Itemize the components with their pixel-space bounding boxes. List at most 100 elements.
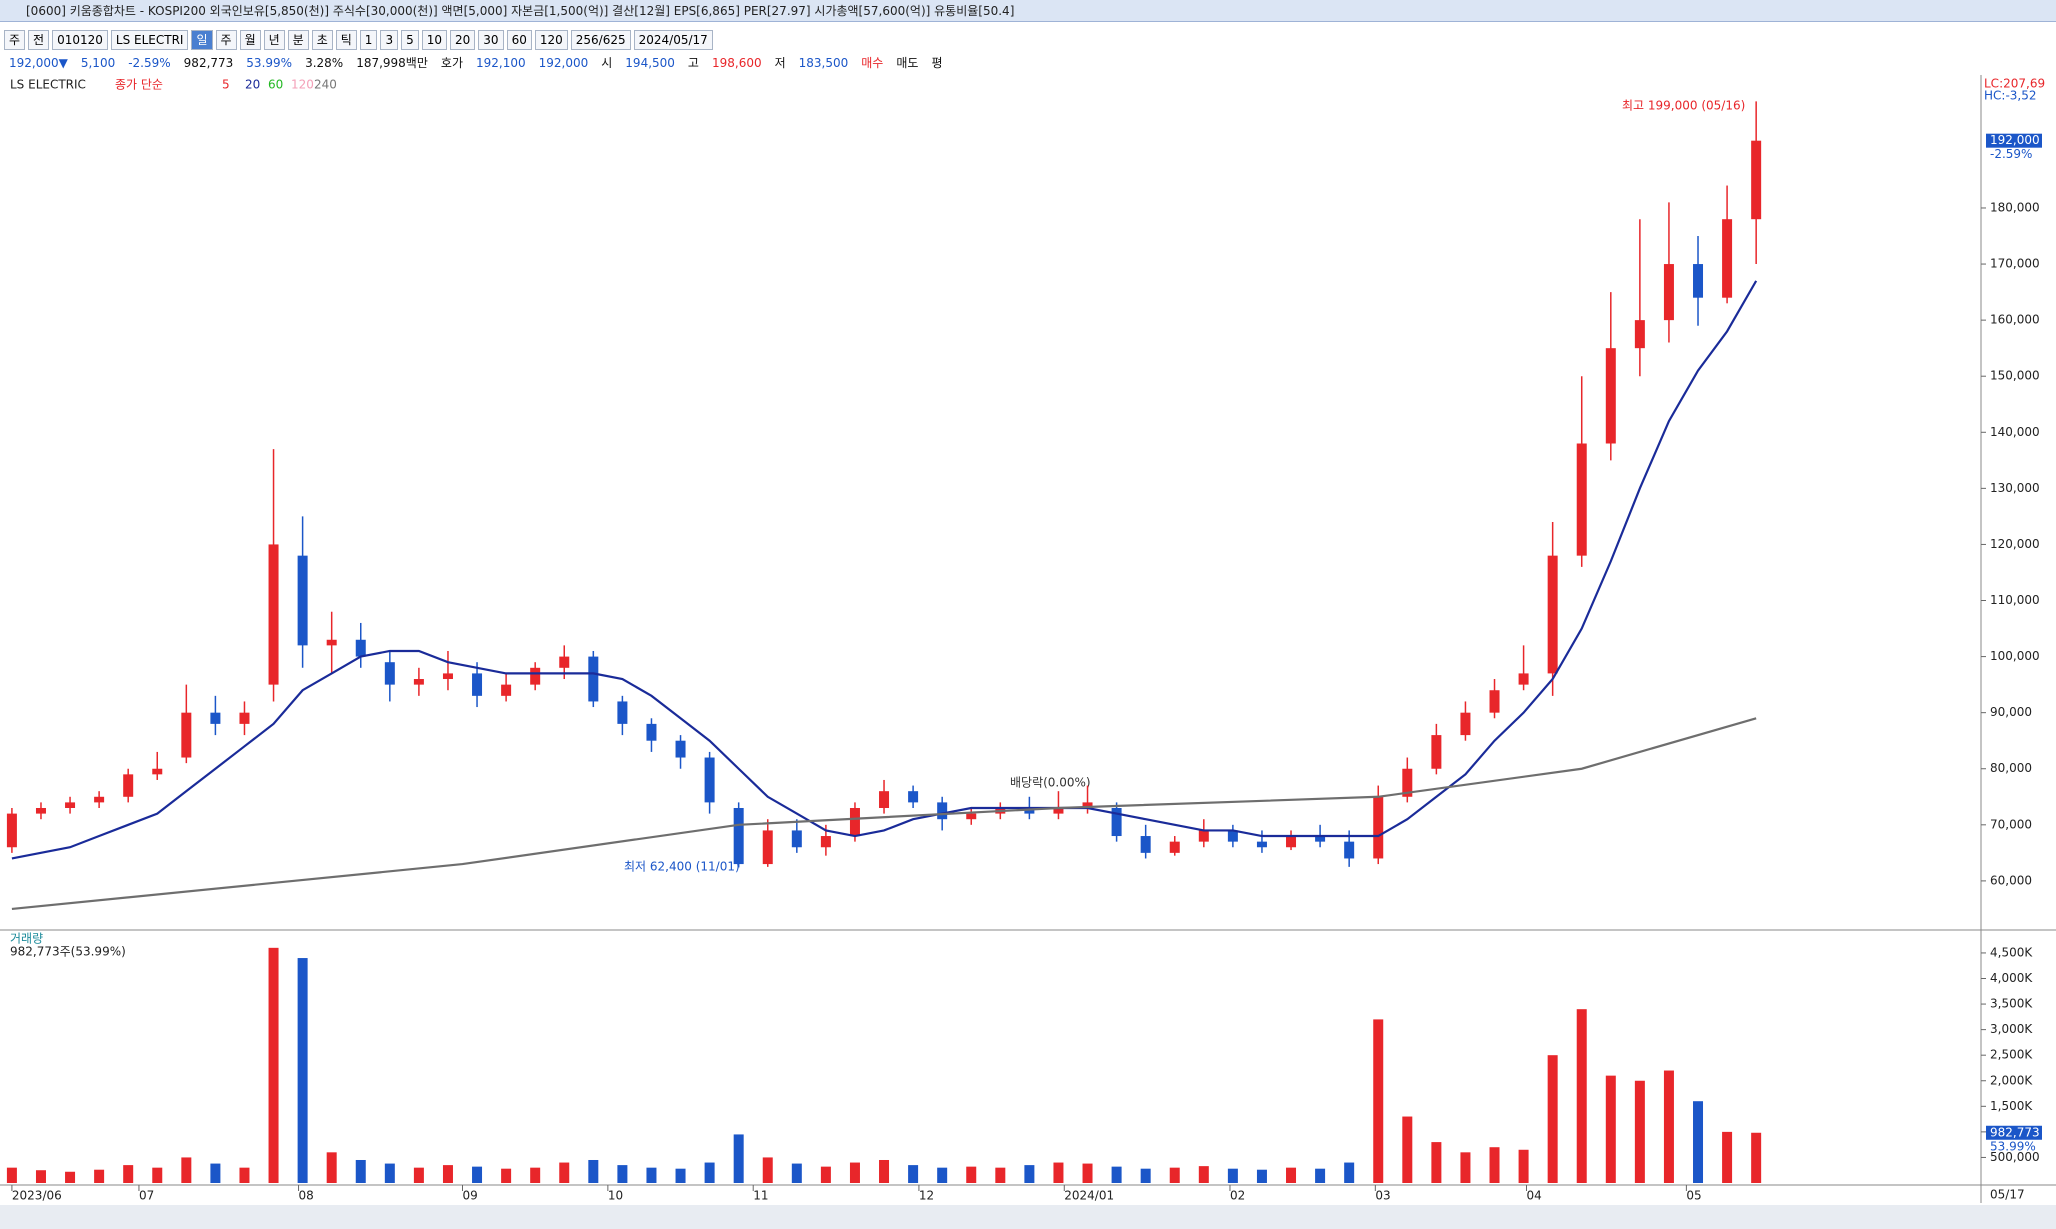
toolbar-button[interactable]: 256/625 bbox=[570, 29, 631, 50]
quote-field: 194,500 bbox=[625, 55, 675, 70]
x-tick-label: 08 bbox=[299, 1189, 314, 1203]
quote-field: 시 bbox=[601, 56, 613, 70]
candle-body bbox=[1663, 264, 1674, 321]
hc-label: HC:-3,52 bbox=[1984, 89, 2037, 103]
y-tick-label: 110,000 bbox=[1990, 593, 2040, 607]
volume-bar bbox=[995, 1167, 1006, 1183]
volume-bar bbox=[530, 1167, 541, 1183]
toolbar-button[interactable]: 전 bbox=[28, 29, 50, 50]
y-tick-label: 70,000 bbox=[1990, 817, 2032, 831]
volume-bar bbox=[1140, 1168, 1151, 1183]
toolbar: 주 전 010120 LS ELECTRI 일 주 월 년 분 초 틱 1 3 5 10 20 30 60 120 2… bbox=[4, 29, 713, 50]
volume-bar bbox=[181, 1157, 192, 1183]
candle-body bbox=[675, 740, 686, 758]
volume-bar bbox=[617, 1165, 628, 1183]
toolbar-button[interactable]: 주 bbox=[4, 29, 26, 50]
toolbar-button[interactable]: 30 bbox=[478, 29, 504, 50]
toolbar-button[interactable]: 월 bbox=[239, 29, 261, 50]
y-tick-label: 150,000 bbox=[1990, 369, 2040, 383]
toolbar-button[interactable]: 년 bbox=[263, 29, 285, 50]
x-tick-label: 2023/06 bbox=[12, 1189, 62, 1203]
candle-body bbox=[1518, 673, 1529, 685]
candle-body bbox=[1082, 802, 1093, 808]
legend-ma-period: 60 bbox=[268, 78, 283, 92]
candle-body bbox=[937, 802, 948, 820]
toolbar-button[interactable]: 분 bbox=[287, 29, 309, 50]
candle-body bbox=[355, 639, 366, 657]
volume-bar bbox=[1227, 1168, 1238, 1183]
volume-bar bbox=[1663, 1070, 1674, 1183]
x-tick-label: 07 bbox=[139, 1189, 154, 1203]
x-tick-label: 09 bbox=[463, 1189, 478, 1203]
toolbar-button[interactable]: 60 bbox=[506, 29, 532, 50]
volume-bar bbox=[6, 1167, 17, 1183]
candle-body bbox=[1111, 807, 1122, 837]
volume-bar bbox=[1286, 1167, 1297, 1183]
volume-bar bbox=[1256, 1169, 1267, 1183]
toolbar-button[interactable]: 초 bbox=[311, 29, 333, 50]
toolbar-button[interactable]: 010120 bbox=[52, 29, 108, 50]
toolbar-button[interactable]: 20 bbox=[450, 29, 476, 50]
toolbar-button[interactable]: LS ELECTRI bbox=[110, 29, 189, 50]
volume-bar bbox=[1751, 1132, 1762, 1183]
volume-bar bbox=[1169, 1167, 1180, 1183]
legend-title: LS ELECTRIC bbox=[10, 78, 86, 92]
volume-bar bbox=[35, 1170, 46, 1183]
candle-body bbox=[210, 712, 221, 724]
candle-body bbox=[384, 662, 395, 685]
volume-ratio: 53.99% bbox=[1990, 1139, 2036, 1153]
quote-field: 저 bbox=[774, 56, 786, 70]
volume-bar bbox=[1431, 1142, 1442, 1183]
y-tick-label: 140,000 bbox=[1990, 425, 2040, 439]
candle-body bbox=[733, 807, 744, 865]
toolbar-button[interactable]: 120 bbox=[534, 29, 568, 50]
candle-body bbox=[181, 712, 192, 758]
scrollbar[interactable] bbox=[0, 1205, 2056, 1229]
quote-field: 3.28% bbox=[305, 55, 344, 70]
y-tick-label: 3,000K bbox=[1990, 1022, 2033, 1036]
volume-bar bbox=[413, 1167, 424, 1183]
volume-bar bbox=[152, 1167, 163, 1183]
x-tick-label: 2024/01 bbox=[1064, 1189, 1114, 1203]
toolbar-button[interactable]: 2024/05/17 bbox=[633, 29, 713, 50]
volume-bar bbox=[123, 1165, 134, 1183]
candle-body bbox=[791, 830, 802, 848]
toolbar-button[interactable]: 3 bbox=[380, 29, 399, 50]
volume-bar bbox=[501, 1168, 512, 1183]
candle-body bbox=[879, 791, 890, 808]
candle-body bbox=[1373, 796, 1384, 859]
quote-field: 187,998백만 bbox=[356, 56, 428, 70]
y-tick-label: 120,000 bbox=[1990, 537, 2040, 551]
volume-bar bbox=[966, 1166, 977, 1183]
candle-body bbox=[413, 679, 424, 685]
volume-bar bbox=[65, 1171, 76, 1183]
volume-bar bbox=[1053, 1162, 1064, 1183]
volume-bar bbox=[704, 1162, 715, 1183]
legend-ma-period: 240 bbox=[314, 78, 337, 92]
volume-bar bbox=[1315, 1168, 1326, 1183]
toolbar-button[interactable]: 틱 bbox=[335, 29, 357, 50]
dividend-annotation: 배당락(0.00%) bbox=[1010, 776, 1091, 790]
y-tick-label: 1,500K bbox=[1990, 1099, 2033, 1113]
volume-bar bbox=[1402, 1116, 1413, 1183]
toolbar-button[interactable]: 5 bbox=[401, 29, 419, 50]
quote-field: 982,773 bbox=[183, 55, 234, 70]
volume-bar bbox=[355, 1159, 366, 1183]
toolbar-button[interactable]: 주 bbox=[215, 29, 237, 50]
candle-body bbox=[1140, 836, 1151, 853]
candle-body bbox=[908, 791, 919, 803]
toolbar-button[interactable]: 10 bbox=[421, 29, 447, 50]
candle-body bbox=[65, 802, 76, 808]
quote-field: -2.59% bbox=[128, 55, 171, 70]
quote-field: 198,600 bbox=[711, 55, 762, 70]
x-tick-label: 10 bbox=[608, 1189, 623, 1203]
volume-bar bbox=[820, 1166, 831, 1183]
candle-body bbox=[704, 757, 715, 803]
volume-bar bbox=[559, 1162, 570, 1183]
moving-average bbox=[11, 280, 1758, 860]
toolbar-button[interactable]: 일 bbox=[191, 29, 213, 50]
candle-body bbox=[1024, 807, 1035, 814]
toolbar-button[interactable]: 1 bbox=[359, 29, 378, 50]
candle-body bbox=[326, 639, 337, 646]
